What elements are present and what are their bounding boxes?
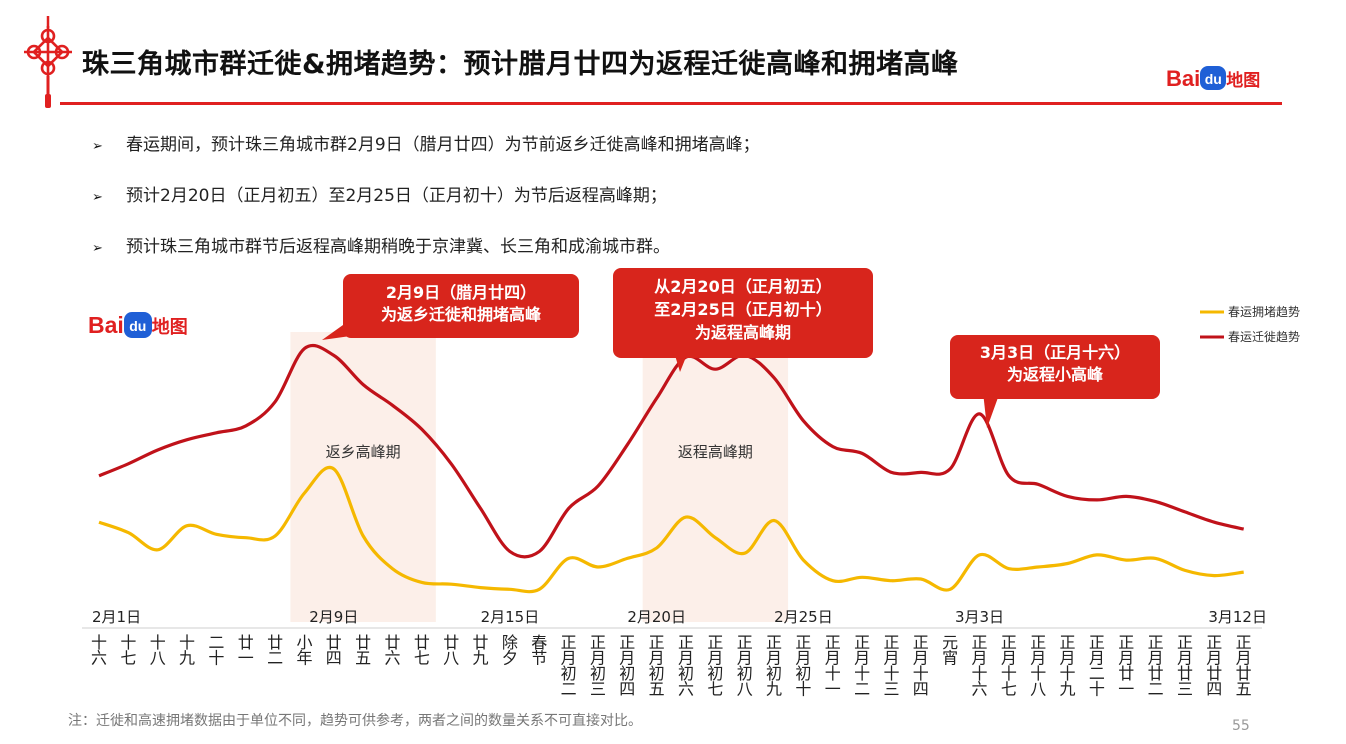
callout-pointer — [983, 392, 1000, 428]
bullet-item: ➢ 预计2月20日（正月初五）至2月25日（正月初十）为节后返程高峰期； — [92, 183, 760, 234]
x-tick-label: 正月十九 — [1060, 633, 1076, 699]
bullet-item: ➢ 预计珠三角城市群节后返程高峰期稍晚于京津冀、长三角和成渝城市群。 — [92, 234, 760, 285]
x-tick-label: 正月廿五 — [1236, 633, 1252, 699]
callout-text: 2月9日（腊月廿四） — [386, 283, 536, 302]
x-tick-label: 十九 — [179, 633, 195, 668]
x-tick-label: 正月十八 — [1030, 633, 1046, 699]
x-tick-label: 正月初十 — [795, 633, 811, 699]
x-tick-label: 廿五 — [355, 633, 371, 668]
baidu-paw-icon: du — [123, 312, 152, 338]
x-tick-label: 除夕 — [502, 633, 518, 668]
callout-text: 从2月20日（正月初五） — [654, 277, 831, 296]
date-marker-label: 2月15日 — [481, 608, 540, 626]
x-tick-label: 正月初二 — [561, 633, 577, 699]
callout-text: 至2月25日（正月初十） — [654, 300, 831, 319]
x-tick-label: 正月十四 — [913, 633, 929, 699]
x-tick-label: 正月初九 — [766, 633, 782, 699]
bullet-list: ➢ 春运期间，预计珠三角城市群2月9日（腊月廿四）为节前返乡迁徙高峰和拥堵高峰； … — [92, 132, 760, 285]
x-tick-label: 廿八 — [443, 633, 459, 668]
x-tick-label: 十八 — [150, 633, 166, 668]
page-number: 55 — [1232, 718, 1250, 734]
shaded-peak-period — [642, 332, 789, 622]
x-tick-label: 正月初四 — [619, 633, 635, 699]
shaded-peak-period — [290, 332, 436, 622]
x-tick-label: 二十 — [208, 633, 224, 668]
baidu-map-logo: Bai du 地图 — [1166, 66, 1260, 92]
date-marker-label: 3月12日 — [1208, 608, 1267, 626]
callout-box — [950, 335, 1160, 399]
x-tick-label: 廿二 — [267, 633, 283, 668]
date-marker-label: 3月3日 — [955, 608, 1004, 626]
x-tick-label: 十七 — [120, 633, 136, 668]
x-tick-label: 廿六 — [384, 633, 400, 668]
arrow-bullet-icon: ➢ — [92, 190, 103, 205]
callout-text: 为返乡迁徙和拥堵高峰 — [381, 305, 542, 324]
chart-baidu-map-logo: Bai du 地图 — [88, 312, 188, 339]
shaded-period-label: 返乡高峰期 — [326, 443, 401, 461]
migration-trend-line — [98, 343, 1245, 559]
x-tick-label: 正月十六 — [971, 633, 987, 699]
x-tick-label: 正月十一 — [825, 633, 841, 699]
x-tick-label: 正月初六 — [678, 633, 694, 699]
x-tick-label: 正月十二 — [854, 633, 870, 699]
footnote: 注：迁徙和高速拥堵数据由于单位不同，趋势可供参考，两者之间的数量关系不可直接对比… — [68, 713, 642, 729]
x-tick-label: 廿四 — [326, 633, 342, 668]
callout-box — [343, 274, 579, 338]
page-title: 珠三角城市群迁徙&拥堵趋势：预计腊月廿四为返程迁徙高峰和拥堵高峰 — [82, 49, 959, 80]
date-marker-label: 2月9日 — [309, 608, 358, 626]
x-tick-label: 正月初八 — [737, 633, 753, 699]
x-tick-label: 廿九 — [473, 633, 489, 668]
arrow-bullet-icon: ➢ — [92, 241, 103, 256]
x-tick-label: 十六 — [91, 633, 107, 668]
title-underline — [60, 102, 1282, 105]
logo-suffix: 地图 — [1226, 71, 1261, 91]
x-tick-label: 正月廿一 — [1118, 633, 1134, 699]
baidu-paw-icon: du — [1200, 66, 1227, 90]
callout-text: 为返程高峰期 — [695, 323, 791, 342]
date-marker-label: 2月1日 — [92, 608, 141, 626]
legend-label: 春运迁徙趋势 — [1228, 330, 1300, 344]
chart-logo-text: Bai — [88, 312, 124, 338]
bullet-text: 预计2月20日（正月初五）至2月25日（正月初十）为节后返程高峰期； — [126, 186, 667, 206]
shaded-period-label: 返程高峰期 — [678, 443, 753, 461]
bullet-item: ➢ 春运期间，预计珠三角城市群2月9日（腊月廿四）为节前返乡迁徙高峰和拥堵高峰； — [92, 132, 760, 183]
x-tick-label: 正月初七 — [707, 633, 723, 699]
bullet-text: 预计珠三角城市群节后返程高峰期稍晚于京津冀、长三角和成渝城市群。 — [126, 237, 670, 257]
x-tick-label: 廿一 — [238, 633, 254, 668]
callout-text: 3月3日（正月十六） — [980, 343, 1130, 362]
bullet-text: 春运期间，预计珠三角城市群2月9日（腊月廿四）为节前返乡迁徙高峰和拥堵高峰； — [126, 135, 760, 155]
x-tick-label: 正月初五 — [649, 633, 665, 699]
arrow-bullet-icon: ➢ — [92, 139, 103, 154]
x-tick-label: 元宵 — [942, 633, 958, 668]
legend-label: 春运拥堵趋势 — [1228, 305, 1300, 319]
x-tick-label: 春节 — [531, 633, 547, 668]
x-tick-label: 正月廿三 — [1177, 633, 1193, 699]
x-tick-label: 正月十三 — [883, 633, 899, 699]
x-tick-label: 正月十七 — [1001, 633, 1017, 699]
logo-text: Bai — [1166, 66, 1201, 91]
x-tick-label: 正月二十 — [1089, 633, 1105, 699]
x-tick-label: 小年 — [296, 633, 312, 668]
callout-text: 为返程小高峰 — [1007, 365, 1104, 384]
date-marker-label: 2月25日 — [774, 608, 833, 626]
x-tick-label: 正月廿四 — [1206, 633, 1222, 699]
chinese-knot-icon — [24, 16, 72, 108]
chart-logo-suffix: 地图 — [151, 317, 188, 338]
x-tick-label: 正月初三 — [590, 633, 606, 699]
x-tick-label: 廿七 — [414, 633, 430, 668]
date-marker-label: 2月20日 — [627, 608, 686, 626]
congestion-trend-line — [98, 465, 1244, 594]
x-tick-label: 正月廿二 — [1148, 633, 1164, 699]
callout-box — [613, 268, 873, 358]
